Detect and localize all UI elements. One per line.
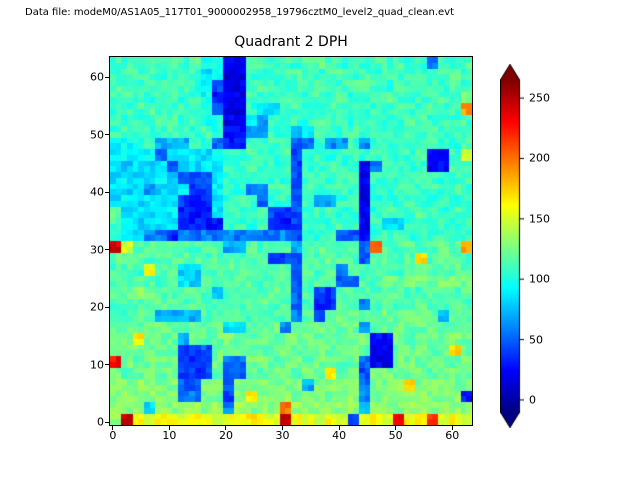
y-tick-label: 20 (90, 300, 104, 314)
colorbar-tick-label: 50 (529, 333, 543, 347)
x-tickmark (451, 426, 453, 430)
plot-area (109, 56, 473, 426)
plot-title: Quadrant 2 DPH (234, 34, 348, 50)
y-tick-label: 30 (90, 243, 104, 257)
x-tickmark (112, 426, 114, 430)
y-tickmark (105, 134, 109, 136)
colorbar-tick-label: 150 (529, 212, 550, 226)
colorbar-tick-label: 100 (529, 272, 550, 286)
x-tickmark (338, 426, 340, 430)
colorbar-tick-label: 0 (529, 393, 536, 407)
datafile-label: Data file: modeM0/AS1A05_117T01_90000029… (25, 7, 455, 18)
x-tick-label: 20 (218, 429, 233, 442)
x-tickmark (395, 426, 397, 430)
colorbar-tick-label: 250 (529, 91, 550, 105)
y-tickmark (105, 191, 109, 193)
x-tick-label: 0 (109, 429, 117, 442)
x-tick-label: 60 (445, 429, 460, 442)
y-tickmark (105, 249, 109, 251)
y-tick-label: 0 (97, 415, 104, 429)
y-tickmark (105, 306, 109, 308)
y-tickmark (105, 421, 109, 423)
y-tick-label: 60 (90, 70, 104, 84)
y-tick-label: 40 (90, 185, 104, 199)
x-tick-label: 50 (388, 429, 403, 442)
x-tickmark (168, 426, 170, 430)
x-tickmark (225, 426, 227, 430)
x-tick-label: 10 (162, 429, 177, 442)
colorbar-canvas (500, 64, 524, 428)
y-tick-label: 50 (90, 128, 104, 142)
heatmap-canvas (110, 57, 472, 425)
x-tickmark (282, 426, 284, 430)
x-tick-label: 40 (332, 429, 347, 442)
y-tickmark (105, 364, 109, 366)
y-tick-label: 10 (90, 358, 104, 372)
x-tick-label: 30 (275, 429, 290, 442)
y-tickmark (105, 76, 109, 78)
colorbar-tick-label: 200 (529, 151, 550, 165)
